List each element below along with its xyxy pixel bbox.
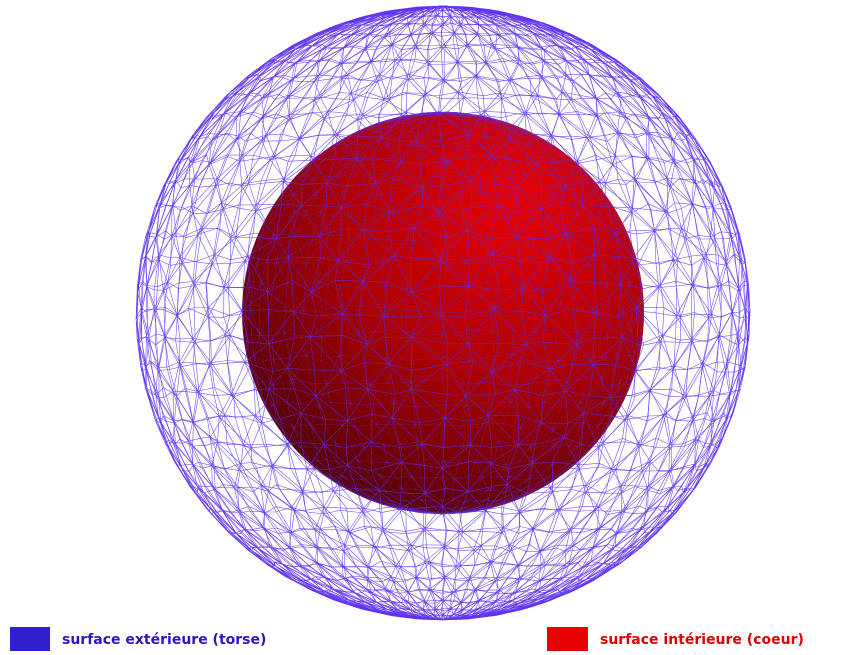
legend-label: surface extérieure (torse) [62, 632, 266, 648]
legend-swatch [10, 627, 50, 651]
legend-label: surface intérieure (coeur) [600, 632, 804, 648]
outer-mesh-front [135, 5, 751, 621]
legend-swatch [547, 627, 588, 651]
